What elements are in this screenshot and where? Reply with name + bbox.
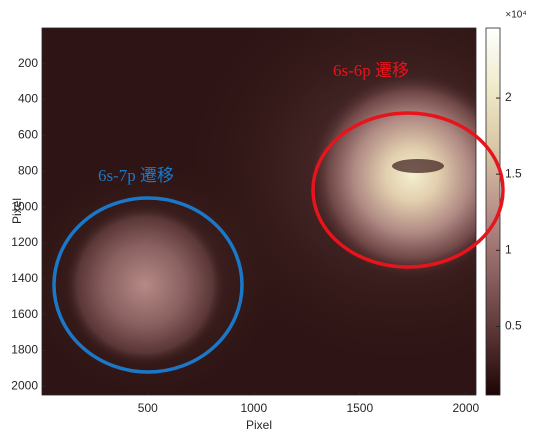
x-axis-label: Pixel — [246, 418, 272, 432]
colorbar-tick-label: 0.5 — [505, 319, 522, 333]
y-tick-label: 1200 — [11, 235, 38, 249]
y-tick-label: 1400 — [11, 271, 38, 285]
chart: ×10⁴ Pixel Pixel 6s-6p 遷移 6s-7p 遷移 50010… — [0, 0, 536, 437]
y-tick-label: 400 — [18, 92, 38, 106]
colorbar-tick-label: 2 — [505, 90, 512, 104]
y-tick-label: 200 — [18, 56, 38, 70]
x-tick-label: 2000 — [452, 401, 479, 415]
x-tick-label: 1500 — [346, 401, 373, 415]
y-tick-label: 2000 — [11, 379, 38, 393]
x-tick-label: 1000 — [240, 401, 267, 415]
annotation: 6s-6p 遷移 — [333, 61, 409, 80]
image — [20, 0, 536, 400]
annotation: 6s-7p 遷移 — [98, 166, 174, 185]
colorbar-tick-label: 1.5 — [505, 166, 522, 180]
colorbar-multiplier: ×10⁴ — [505, 10, 526, 21]
x-tick-label: 500 — [138, 401, 158, 415]
y-tick-label: 1600 — [11, 307, 38, 321]
colorbar-tick-label: 1 — [505, 243, 512, 257]
y-tick-label: 1000 — [11, 199, 38, 213]
y-tick-label: 600 — [18, 128, 38, 142]
y-tick-label: 1800 — [11, 343, 38, 357]
y-tick-label: 800 — [18, 163, 38, 177]
